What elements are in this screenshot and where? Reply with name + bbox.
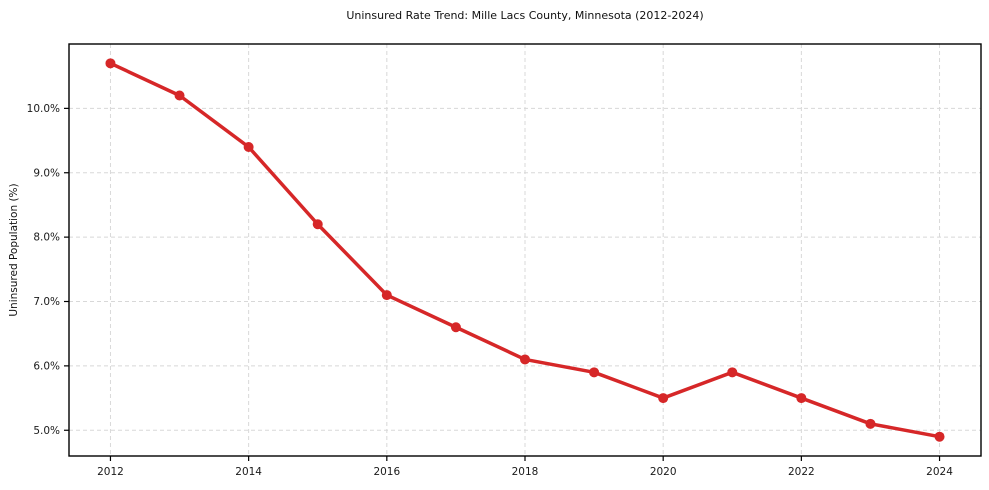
data-point-marker <box>589 367 600 378</box>
x-tick-label: 2022 <box>788 466 815 478</box>
x-tick-label: 2012 <box>97 466 124 478</box>
data-point-marker <box>450 322 461 333</box>
data-point-marker <box>243 142 254 152</box>
x-tick-label: 2014 <box>235 466 262 478</box>
data-point-marker <box>796 393 807 404</box>
data-point-marker <box>312 219 323 230</box>
data-point-marker <box>658 393 669 404</box>
y-tick-label: 10.0% <box>27 103 60 115</box>
data-point-marker <box>105 58 116 69</box>
y-tick-label: 9.0% <box>33 167 60 179</box>
y-tick-label: 6.0% <box>33 360 60 372</box>
y-tick-label: 5.0% <box>33 425 60 437</box>
data-point-marker <box>934 431 945 442</box>
x-tick-label: 2016 <box>373 466 400 478</box>
x-tick-label: 2020 <box>650 466 677 478</box>
chart-title: Uninsured Rate Trend: Mille Lacs County,… <box>346 9 704 22</box>
y-tick-label: 8.0% <box>33 232 60 244</box>
data-point-marker <box>865 418 876 429</box>
data-point-marker <box>727 367 738 378</box>
data-point-marker <box>174 90 185 101</box>
plot-border <box>68 43 982 457</box>
x-tick-label: 2018 <box>512 466 539 478</box>
y-tick-label: 7.0% <box>33 296 60 308</box>
data-point-marker <box>520 354 530 365</box>
x-tick-label: 2024 <box>926 466 953 478</box>
data-point-marker <box>381 290 392 301</box>
